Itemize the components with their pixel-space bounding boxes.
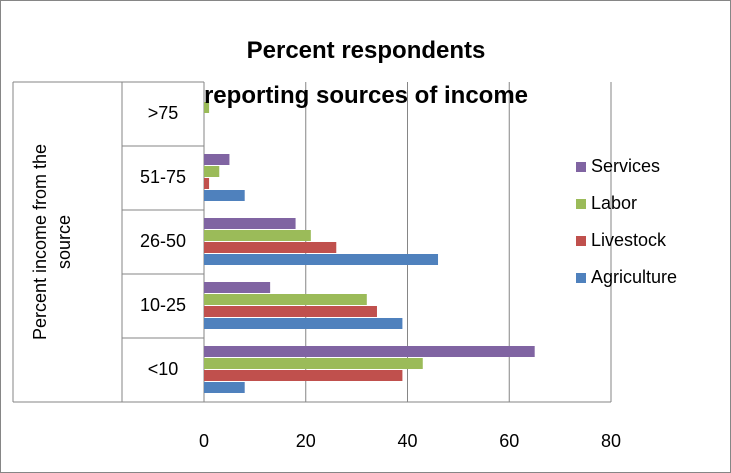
y-tick-label: >75: [148, 103, 179, 123]
bar: [204, 154, 230, 165]
x-tick-label: 20: [296, 431, 316, 451]
chart-title: Percent respondents reporting sources of…: [203, 37, 529, 109]
bar: [204, 230, 311, 241]
legend-label: Services: [591, 156, 660, 176]
bar: [204, 294, 367, 305]
legend-swatch: [576, 162, 586, 172]
bar: [204, 370, 403, 381]
y-tick-label: <10: [148, 359, 179, 379]
legend-label: Labor: [591, 193, 637, 213]
bar: [204, 166, 220, 177]
bar: [204, 318, 403, 329]
bar: [204, 218, 296, 229]
y-tick-label: 10-25: [140, 295, 186, 315]
bar: [204, 190, 245, 201]
bar: [204, 306, 377, 317]
bar: [204, 102, 210, 113]
legend-swatch: [576, 199, 586, 209]
y-tick-label: 26-50: [140, 231, 186, 251]
x-tick-label: 40: [397, 431, 417, 451]
legend-label: Agriculture: [591, 267, 677, 287]
y-tick-label: 51-75: [140, 167, 186, 187]
x-tick-label: 60: [499, 431, 519, 451]
legend-label: Livestock: [591, 230, 667, 250]
bar: [204, 382, 245, 393]
x-tick-label: 0: [199, 431, 209, 451]
y-axis-label: Percent income from the source: [30, 143, 74, 341]
bar: [204, 346, 535, 357]
x-tick-label: 80: [601, 431, 621, 451]
bar: [204, 254, 439, 265]
bar: [204, 282, 271, 293]
legend-swatch: [576, 273, 586, 283]
bar: [204, 242, 337, 253]
bar: [204, 178, 210, 189]
legend-swatch: [576, 236, 586, 246]
bar: [204, 358, 423, 369]
